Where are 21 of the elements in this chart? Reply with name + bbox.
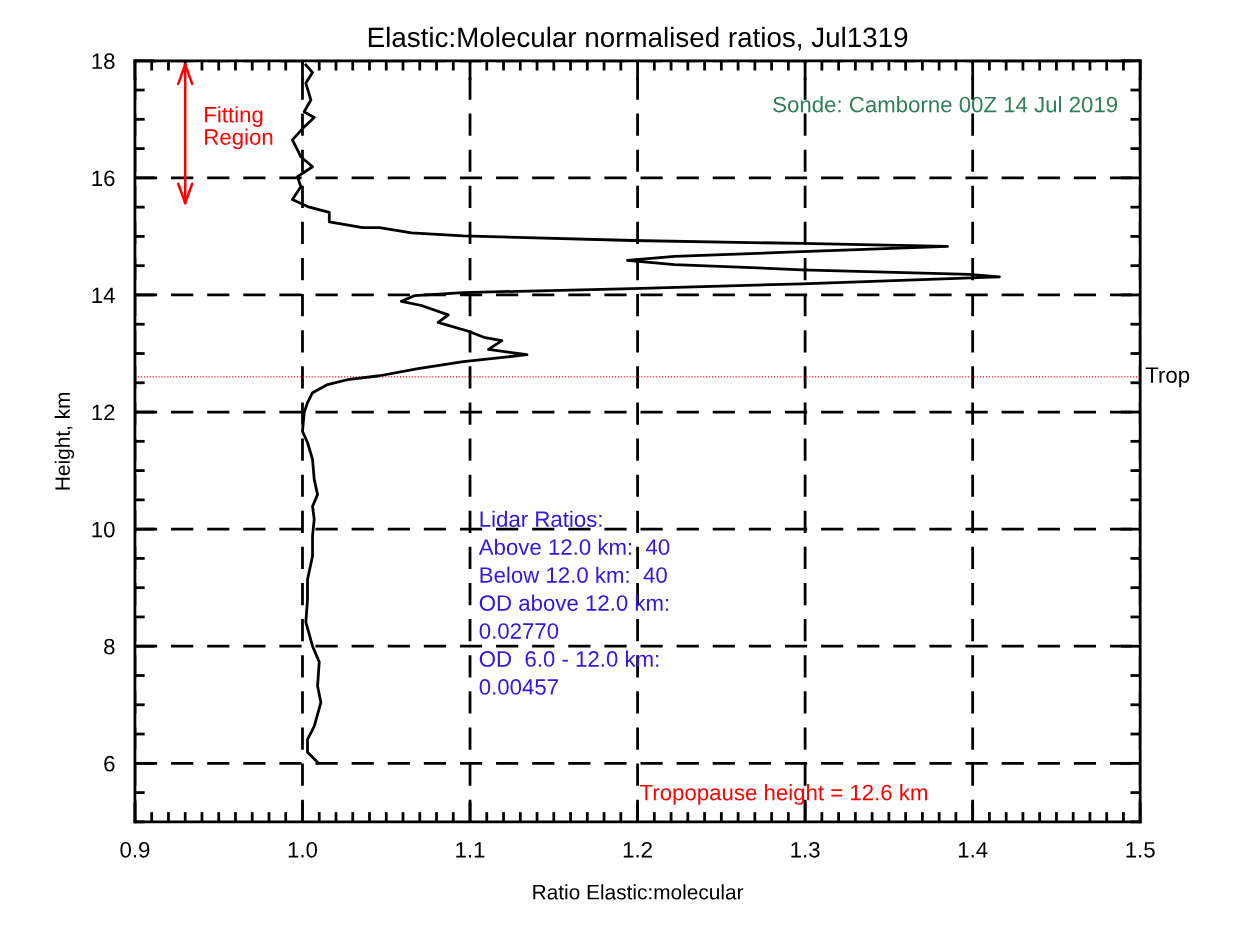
chart-title: Elastic:Molecular normalised ratios, Jul1319 — [368, 26, 908, 51]
x-tick-label: 1.5 — [1126, 842, 1155, 858]
ref-line-label: Trop — [1145, 367, 1190, 388]
x-tick-label: 1.1 — [456, 842, 485, 858]
x-tick-label: 1.3 — [791, 841, 820, 858]
annotation: Fitting Region — [205, 106, 273, 150]
y-tick-label: 16 — [92, 170, 115, 187]
x-tick-label: 1.0 — [288, 841, 318, 858]
y-axis-title: Height, km — [54, 392, 75, 490]
y-tick-label: 6 — [104, 755, 115, 772]
x-tick-label: 1.2 — [623, 841, 652, 858]
x-tick-label: 0.9 — [120, 841, 150, 858]
y-tick-label: 8 — [104, 638, 115, 655]
annotation: Tropopause height = 12.6 km — [640, 784, 927, 805]
y-tick-label: 10 — [92, 521, 115, 538]
x-axis-title: Ratio Elastic:molecular — [533, 884, 744, 900]
x-tick-label: 1.4 — [958, 842, 988, 858]
y-tick-label: 12 — [92, 404, 115, 421]
y-tick-label: 14 — [92, 287, 115, 304]
y-tick-label: 18 — [92, 53, 115, 70]
annotation: Sonde: Camborne 00Z 14 Jul 2019 — [773, 96, 1118, 113]
